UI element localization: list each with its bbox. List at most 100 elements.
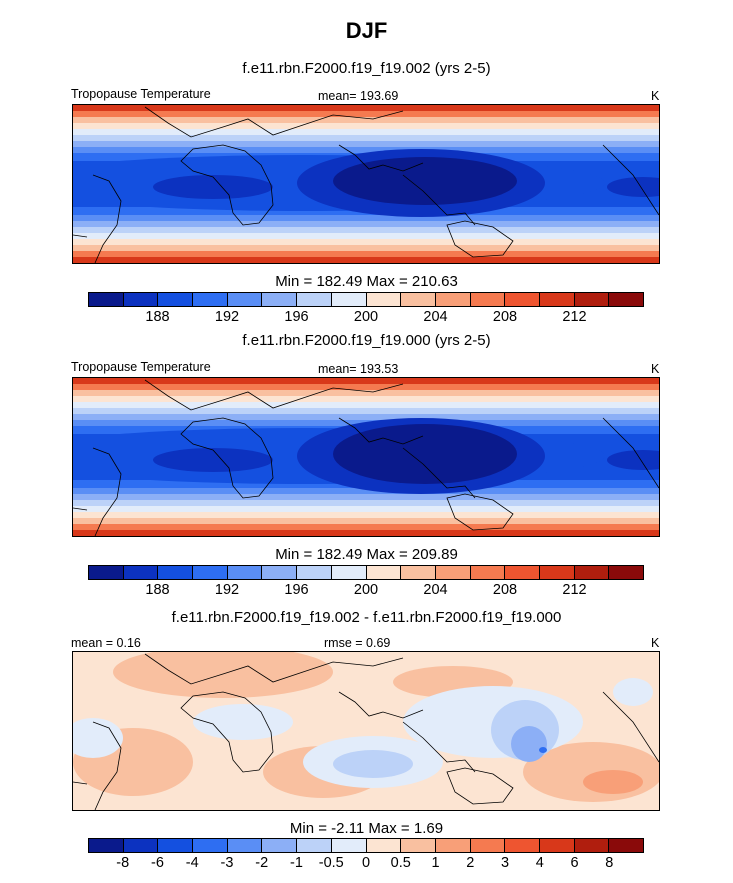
panel-1-case-title: f.e11.rbn.F2000.f19_f19.002 (yrs 2-5) <box>242 60 491 77</box>
colorbar-swatch <box>539 566 575 579</box>
coastline <box>92 721 122 810</box>
panel-1-mean-label: mean= 193.69 <box>318 89 399 103</box>
panel-3-colorbar <box>88 838 644 853</box>
colorbar-swatch <box>401 566 436 579</box>
colorbar-swatch <box>262 293 298 306</box>
colorbar-swatch <box>262 566 298 579</box>
colorbar-swatch <box>227 839 263 852</box>
colorbar-swatch <box>574 293 610 306</box>
colorbar-tick-label: -8 <box>116 855 130 871</box>
colorbar-tick-label: 4 <box>535 855 544 871</box>
colorbar-swatch <box>470 566 506 579</box>
colorbar-swatch <box>158 839 194 852</box>
colorbar-swatch <box>297 293 332 306</box>
coastline <box>602 417 659 489</box>
panel-2-case-title: f.e11.rbn.F2000.f19_f19.000 (yrs 2-5) <box>242 332 491 349</box>
panel-3-colorbar-ticks: -8 -6 -4 -3 -2 -1 -0.5 0 0.5 1 2 3 4 6 8 <box>88 855 644 873</box>
coastline <box>73 781 88 785</box>
coastline <box>144 106 404 138</box>
colorbar-tick-label: 212 <box>562 309 587 325</box>
cool-anomaly <box>73 718 123 758</box>
colorbar-swatch <box>331 566 367 579</box>
panel-2-colorbar-ticks: 188 192 196 200 204 208 212 <box>88 582 644 600</box>
colorbar-swatch <box>331 293 367 306</box>
coastline <box>180 144 274 226</box>
map-field <box>73 378 659 536</box>
colorbar-tick-label: 192 <box>214 309 240 325</box>
colorbar-tick-label: 3 <box>500 855 510 871</box>
colorbar-swatch <box>435 566 471 579</box>
colorbar-swatch <box>193 839 228 852</box>
coastline <box>92 174 122 263</box>
cool-anomaly-core <box>333 750 413 778</box>
coastline <box>180 691 274 773</box>
colorbar-swatch <box>366 839 402 852</box>
colorbar-swatch <box>470 293 506 306</box>
warm-anomaly <box>583 770 643 794</box>
coastline <box>446 767 514 805</box>
colorbar-tick-label: 8 <box>605 855 614 871</box>
panel-3-min-max: Min = -2.11 Max = 1.69 <box>289 820 444 837</box>
colorbar-tick-label: -2 <box>255 855 269 871</box>
colorbar-tick-label: 208 <box>492 309 518 325</box>
colorbar-swatch <box>89 839 124 852</box>
colorbar-tick-label: -1 <box>290 855 303 871</box>
colorbar-swatch <box>609 566 643 579</box>
colorbar-swatch <box>366 293 402 306</box>
coastline <box>602 144 659 216</box>
colorbar-tick-label: 6 <box>570 855 579 871</box>
coastline <box>73 507 88 511</box>
warm-anomaly <box>113 652 333 698</box>
colorbar-swatch <box>123 293 159 306</box>
coastline <box>144 379 404 411</box>
colorbar-tick-label: -3 <box>220 855 234 871</box>
colorbar-swatch <box>574 839 610 852</box>
colorbar-tick-label: 204 <box>423 309 448 325</box>
colorbar-swatch <box>470 839 506 852</box>
colorbar-swatch <box>609 293 643 306</box>
panel-3-mean-label: mean = 0.16 <box>71 636 141 650</box>
colorbar-tick-label: 212 <box>562 582 587 598</box>
colorbar-tick-label: 0 <box>361 855 371 871</box>
panel-3-rmse-label: rmse = 0.69 <box>324 636 391 650</box>
colorbar-swatch <box>505 293 540 306</box>
panel-2-map <box>72 377 660 537</box>
figure-title: DJF <box>345 18 388 43</box>
colorbar-tick-label: -0.5 <box>318 855 344 871</box>
colorbar-swatch <box>89 566 124 579</box>
colorbar-swatch <box>89 293 124 306</box>
colorbar-tick-label: -6 <box>151 855 164 871</box>
colorbar-swatch <box>435 293 471 306</box>
cold-core <box>607 177 659 197</box>
colorbar-swatch <box>331 839 367 852</box>
cool-anomaly-core <box>539 747 547 753</box>
colorbar-swatch <box>401 293 436 306</box>
colorbar-tick-label: 200 <box>353 582 379 598</box>
coldest-core <box>333 157 517 205</box>
coastline <box>338 691 424 719</box>
cool-anomaly <box>193 704 293 740</box>
colorbar-swatch <box>435 839 471 852</box>
colorbar-tick-label: 196 <box>284 582 309 598</box>
colorbar-swatch <box>574 566 610 579</box>
panel-2-mean-label: mean= 193.53 <box>318 362 399 376</box>
colorbar-tick-label: 188 <box>145 582 170 598</box>
colorbar-swatch <box>193 293 228 306</box>
panel-1-units-label: K <box>651 89 660 103</box>
coastline <box>144 653 404 685</box>
panel-1-variable-label: Tropopause Temperature <box>71 87 211 101</box>
colorbar-swatch <box>401 839 436 852</box>
panel-3-map <box>72 651 660 811</box>
colorbar-swatch <box>297 566 332 579</box>
colorbar-swatch <box>158 566 194 579</box>
colorbar-swatch <box>227 293 263 306</box>
panel-1-colorbar <box>88 292 644 307</box>
coastline <box>338 417 424 445</box>
panel-3-case-title: f.e11.rbn.F2000.f19_f19.002 - f.e11.rbn.… <box>171 609 562 626</box>
colorbar-swatch <box>505 839 540 852</box>
panel-1-min-max: Min = 182.49 Max = 210.63 <box>275 273 458 290</box>
cold-core <box>607 450 659 470</box>
colorbar-swatch <box>297 839 332 852</box>
coldest-core <box>333 424 517 484</box>
colorbar-swatch <box>193 566 228 579</box>
